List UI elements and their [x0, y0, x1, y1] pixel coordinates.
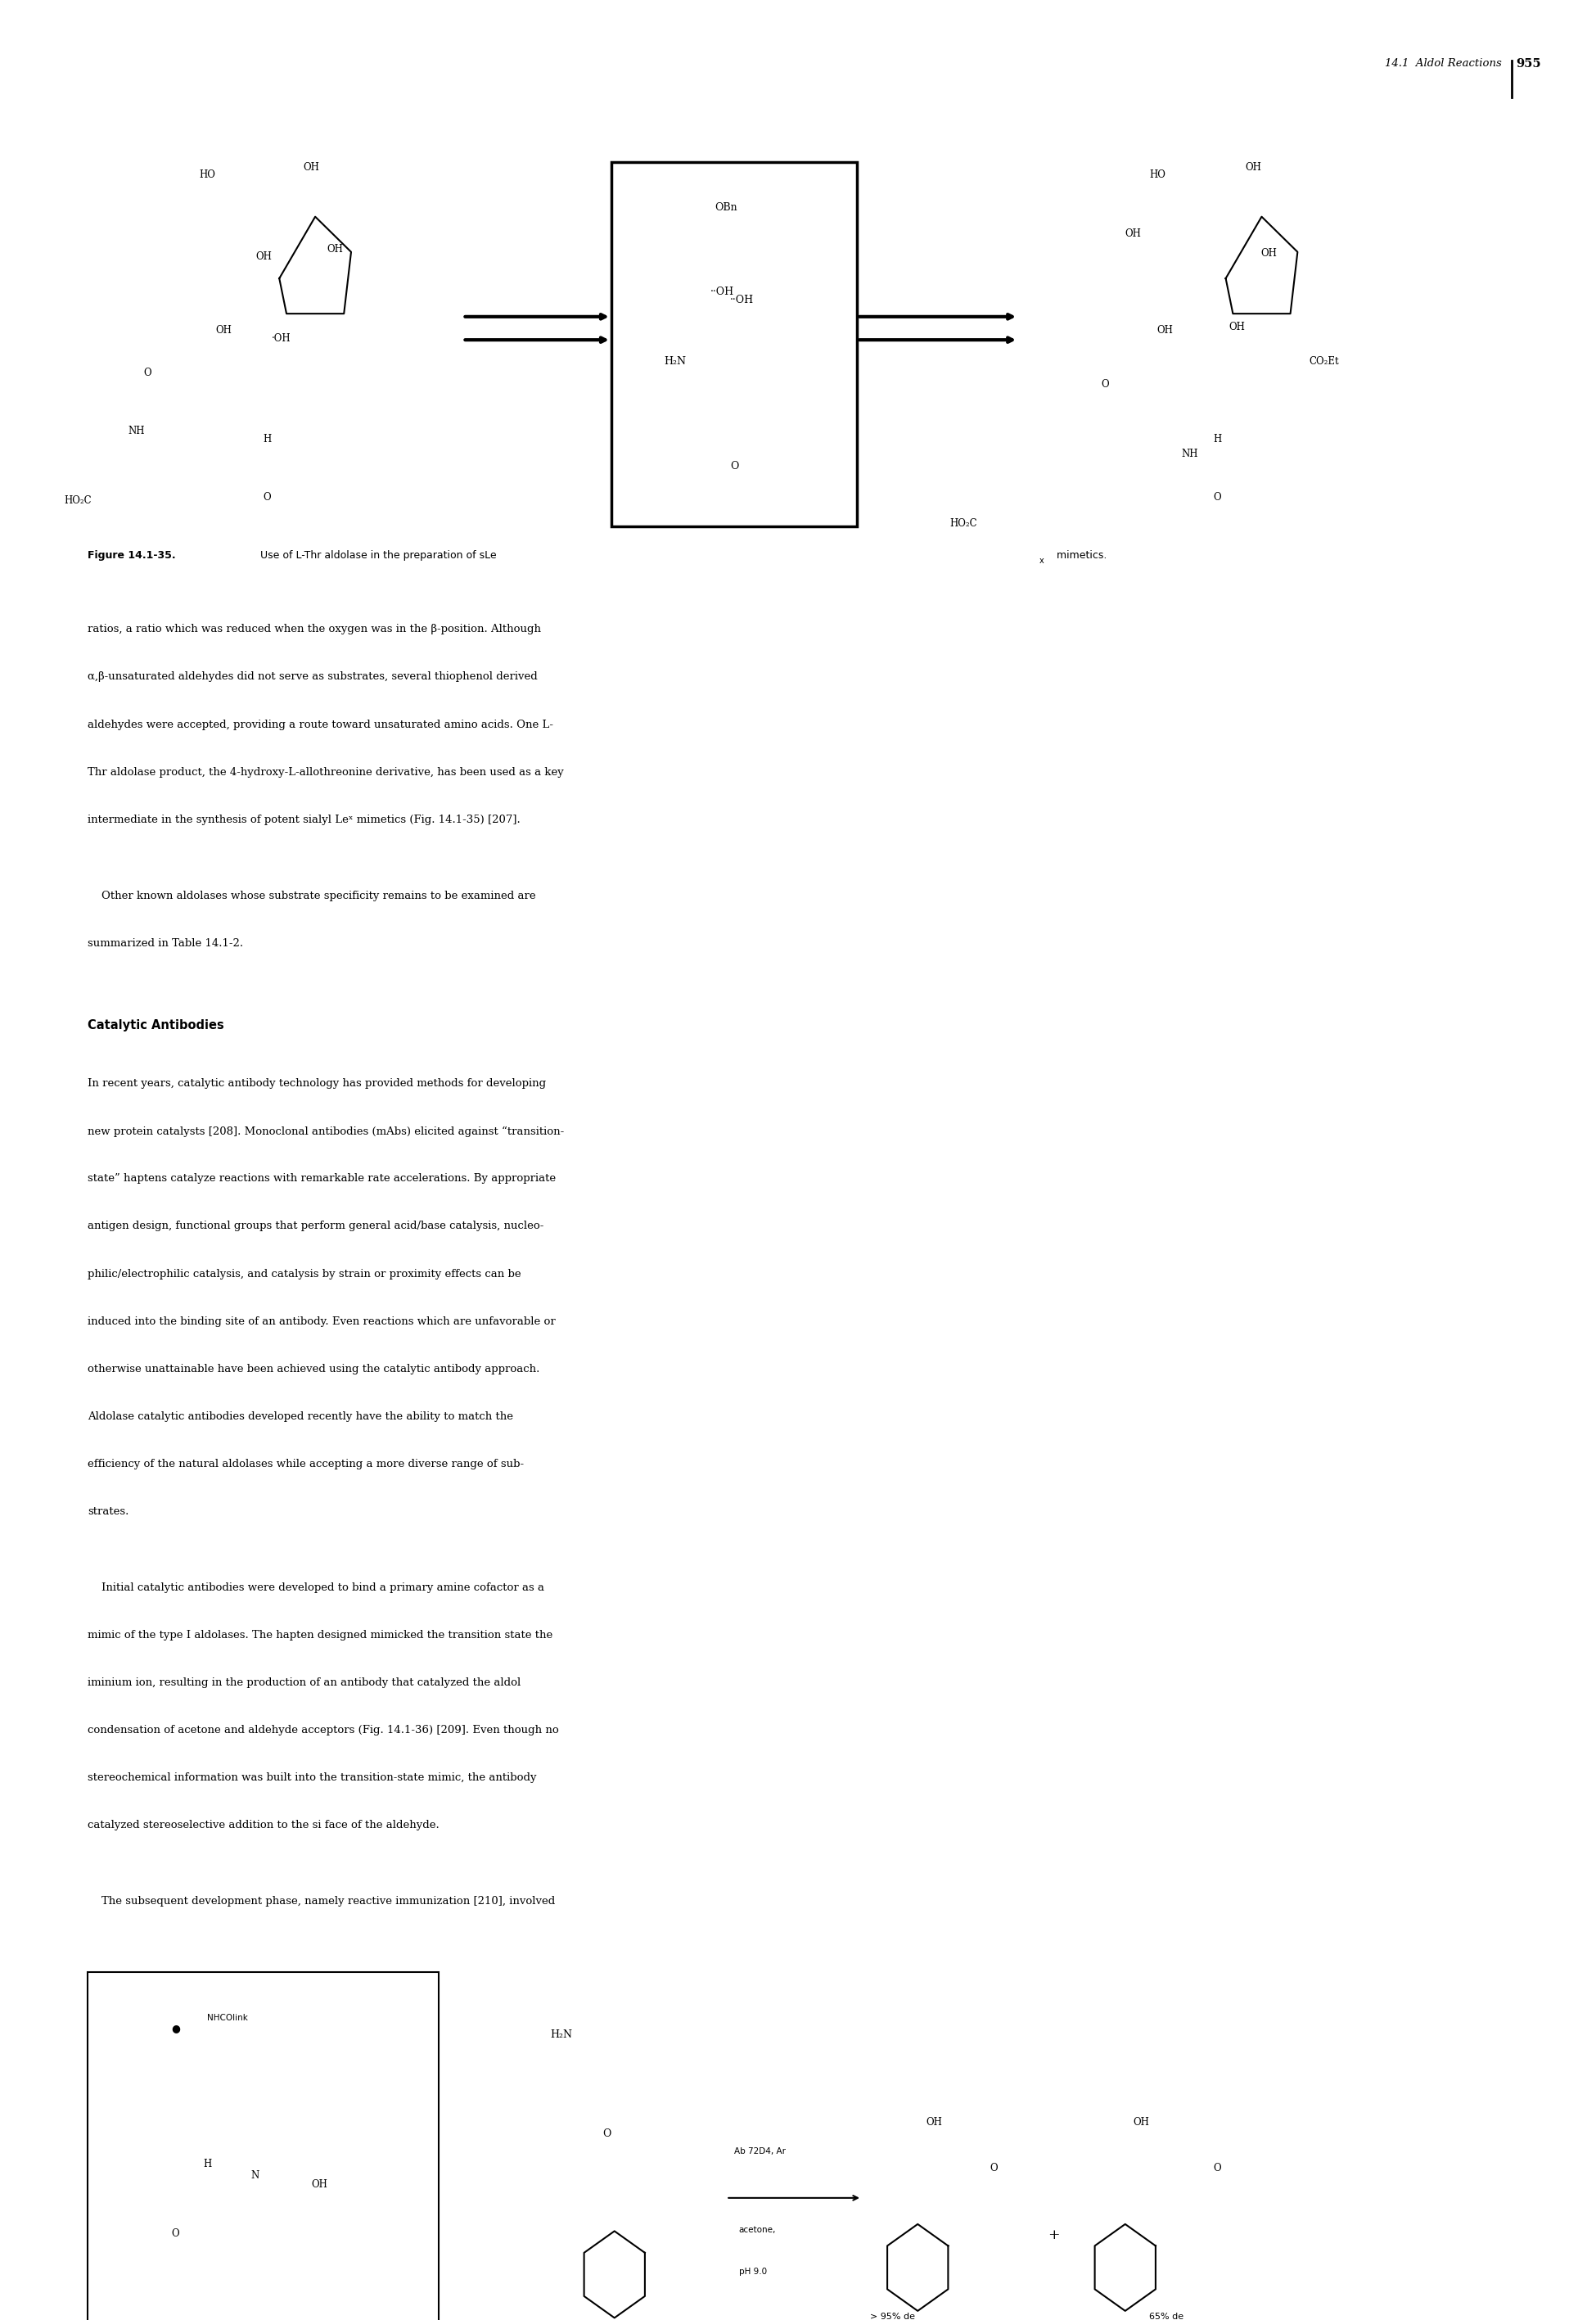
Text: summarized in Table 14.1-2.: summarized in Table 14.1-2. — [88, 937, 243, 949]
Text: Aldolase catalytic antibodies developed recently have the ability to match the: Aldolase catalytic antibodies developed … — [88, 1411, 514, 1422]
Text: philic/electrophilic catalysis, and catalysis by strain or proximity effects can: philic/electrophilic catalysis, and cata… — [88, 1269, 522, 1278]
Text: 65% de: 65% de — [1149, 2313, 1184, 2320]
Text: O: O — [1213, 2162, 1221, 2174]
Text: OH: OH — [215, 325, 231, 336]
Text: O: O — [144, 367, 152, 378]
Text: OH: OH — [1229, 320, 1245, 332]
Text: O: O — [602, 2127, 611, 2139]
Text: new protein catalysts [208]. Monoclonal antibodies (mAbs) elicited against “tran: new protein catalysts [208]. Monoclonal … — [88, 1125, 565, 1137]
Text: OBn: OBn — [715, 202, 737, 213]
Text: Thr aldolase product, the 4-hydroxy-L-allothreonine derivative, has been used as: Thr aldolase product, the 4-hydroxy-L-al… — [88, 766, 563, 777]
Text: OH: OH — [303, 162, 319, 174]
Text: H: H — [1213, 434, 1221, 445]
Text: α,β-unsaturated aldehydes did not serve as substrates, several thiophenol derive: α,β-unsaturated aldehydes did not serve … — [88, 673, 538, 682]
Text: O: O — [172, 2227, 179, 2239]
Text: Catalytic Antibodies: Catalytic Antibodies — [88, 1018, 225, 1030]
Text: efficiency of the natural aldolases while accepting a more diverse range of sub-: efficiency of the natural aldolases whil… — [88, 1459, 523, 1469]
Text: H: H — [263, 434, 271, 445]
Text: OH: OH — [1157, 325, 1173, 336]
Text: Figure 14.1-35.: Figure 14.1-35. — [88, 550, 176, 561]
Text: state” haptens catalyze reactions with remarkable rate accelerations. By appropr: state” haptens catalyze reactions with r… — [88, 1174, 555, 1183]
Text: Ab 72D4, Ar: Ab 72D4, Ar — [734, 2146, 785, 2155]
Text: OH: OH — [926, 2116, 942, 2127]
Text: HO: HO — [1149, 169, 1165, 181]
Text: otherwise unattainable have been achieved using the catalytic antibody approach.: otherwise unattainable have been achieve… — [88, 1364, 539, 1373]
Text: Other known aldolases whose substrate specificity remains to be examined are: Other known aldolases whose substrate sp… — [88, 891, 536, 900]
Text: O: O — [263, 492, 271, 503]
Text: catalyzed stereoselective addition to the si face of the aldehyde.: catalyzed stereoselective addition to th… — [88, 1821, 439, 1830]
Text: OH: OH — [1133, 2116, 1149, 2127]
Text: ··OH: ··OH — [731, 295, 753, 306]
Text: OH: OH — [255, 251, 271, 262]
Text: induced into the binding site of an antibody. Even reactions which are unfavorab: induced into the binding site of an anti… — [88, 1315, 555, 1327]
Text: O: O — [990, 2162, 998, 2174]
Text: H₂N: H₂N — [551, 2030, 573, 2039]
Text: HO₂C: HO₂C — [64, 496, 91, 506]
Text: HO: HO — [200, 169, 215, 181]
Text: Use of L-Thr aldolase in the preparation of sLe: Use of L-Thr aldolase in the preparation… — [251, 550, 496, 561]
Text: NH: NH — [128, 427, 145, 436]
Text: ·OH: ·OH — [271, 332, 290, 343]
Text: stereochemical information was built into the transition-state mimic, the antibo: stereochemical information was built int… — [88, 1772, 536, 1784]
Text: O: O — [1213, 492, 1221, 503]
Text: OH: OH — [1245, 162, 1261, 174]
Text: mimetics.: mimetics. — [1053, 550, 1108, 561]
Text: 14.1  Aldol Reactions: 14.1 Aldol Reactions — [1384, 58, 1508, 70]
Text: OH: OH — [1261, 248, 1277, 260]
Text: H₂N: H₂N — [664, 355, 686, 367]
Text: x: x — [1039, 557, 1044, 566]
Text: CO₂Et: CO₂Et — [1309, 355, 1339, 367]
Text: NH: NH — [1181, 448, 1199, 459]
Text: OH: OH — [1125, 227, 1141, 239]
Text: antigen design, functional groups that perform general acid/base catalysis, nucl: antigen design, functional groups that p… — [88, 1220, 544, 1232]
Text: NHCOlink: NHCOlink — [207, 2014, 249, 2021]
Text: OH: OH — [311, 2178, 327, 2190]
Text: strates.: strates. — [88, 1506, 129, 1517]
Text: O: O — [1101, 378, 1109, 390]
Text: > 95% de: > 95% de — [870, 2313, 915, 2320]
Text: intermediate in the synthesis of potent sialyl Leˣ mimetics (Fig. 14.1-35) [207]: intermediate in the synthesis of potent … — [88, 814, 520, 826]
Text: The subsequent development phase, namely reactive immunization [210], involved: The subsequent development phase, namely… — [88, 1895, 555, 1907]
Text: H: H — [203, 2158, 212, 2169]
Text: mimic of the type I aldolases. The hapten designed mimicked the transition state: mimic of the type I aldolases. The hapte… — [88, 1631, 552, 1640]
Text: 955: 955 — [1516, 58, 1542, 70]
Text: N: N — [251, 2169, 260, 2181]
Text: OH: OH — [327, 244, 343, 255]
Text: HO₂C: HO₂C — [950, 517, 977, 529]
Text: In recent years, catalytic antibody technology has provided methods for developi: In recent years, catalytic antibody tech… — [88, 1079, 546, 1088]
Text: O: O — [729, 459, 739, 471]
Text: iminium ion, resulting in the production of an antibody that catalyzed the aldol: iminium ion, resulting in the production… — [88, 1677, 520, 1689]
Text: aldehydes were accepted, providing a route toward unsaturated amino acids. One L: aldehydes were accepted, providing a rou… — [88, 719, 554, 731]
Text: ratios, a ratio which was reduced when the oxygen was in the β-position. Althoug: ratios, a ratio which was reduced when t… — [88, 624, 541, 636]
Text: acetone,: acetone, — [739, 2225, 776, 2234]
Bar — [88, 1972, 439, 2320]
Text: Initial catalytic antibodies were developed to bind a primary amine cofactor as : Initial catalytic antibodies were develo… — [88, 1582, 544, 1594]
Text: +: + — [1047, 2227, 1060, 2241]
Text: ··OH: ··OH — [710, 285, 734, 297]
Text: ●: ● — [171, 2023, 180, 2032]
Text: pH 9.0: pH 9.0 — [739, 2267, 768, 2276]
Text: condensation of acetone and aldehyde acceptors (Fig. 14.1-36) [209]. Even though: condensation of acetone and aldehyde acc… — [88, 1726, 559, 1735]
Bar — [611, 162, 857, 527]
